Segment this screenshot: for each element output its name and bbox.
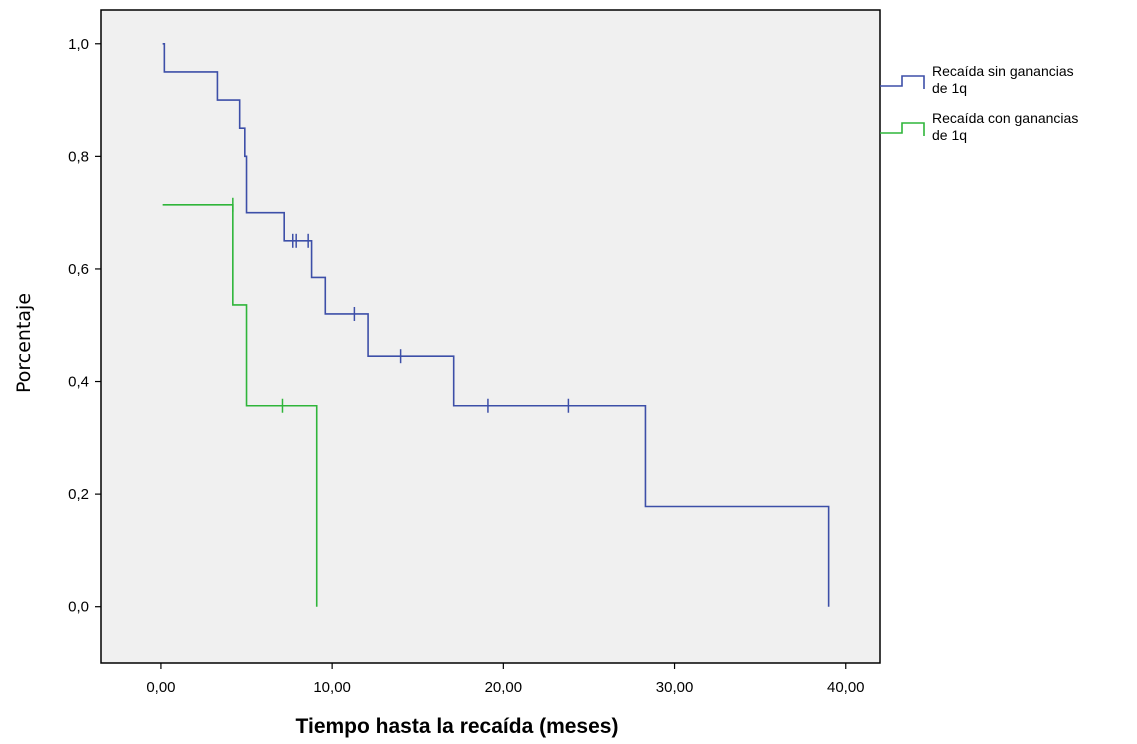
x-tick-label: 40,00 (827, 679, 865, 696)
y-axis-label: Porcentaje (13, 293, 35, 393)
legend-swatch-2 (880, 122, 925, 136)
legend-label: Recaída con ganancias (932, 110, 1078, 126)
x-tick-label: 0,00 (146, 679, 175, 696)
x-tick-label: 30,00 (656, 679, 694, 696)
legend-swatch-1 (880, 75, 925, 89)
plot-area (100, 9, 881, 664)
series-layer (162, 42, 830, 607)
x-tick-label: 10,00 (313, 679, 351, 696)
y-tick-label: 1,0 (68, 36, 89, 53)
y-axis: 0,0 0,2 0,4 0,6 0,8 1,0 (68, 36, 101, 616)
x-axis-label: Tiempo hasta la recaída (meses) (296, 715, 619, 738)
legend-label: de 1q (932, 80, 967, 96)
y-tick-label: 0,4 (68, 374, 89, 391)
x-axis: 0,00 10,00 20,00 30,00 40,00 (146, 663, 865, 696)
x-tick-label: 20,00 (485, 679, 523, 696)
y-tick-label: 0,6 (68, 261, 89, 278)
y-tick-label: 0,2 (68, 486, 89, 503)
legend-label: de 1q (932, 127, 967, 143)
legend-label: Recaída sin ganancias (932, 63, 1074, 79)
y-tick-label: 0,0 (68, 599, 89, 616)
y-tick-label: 0,8 (68, 148, 89, 165)
